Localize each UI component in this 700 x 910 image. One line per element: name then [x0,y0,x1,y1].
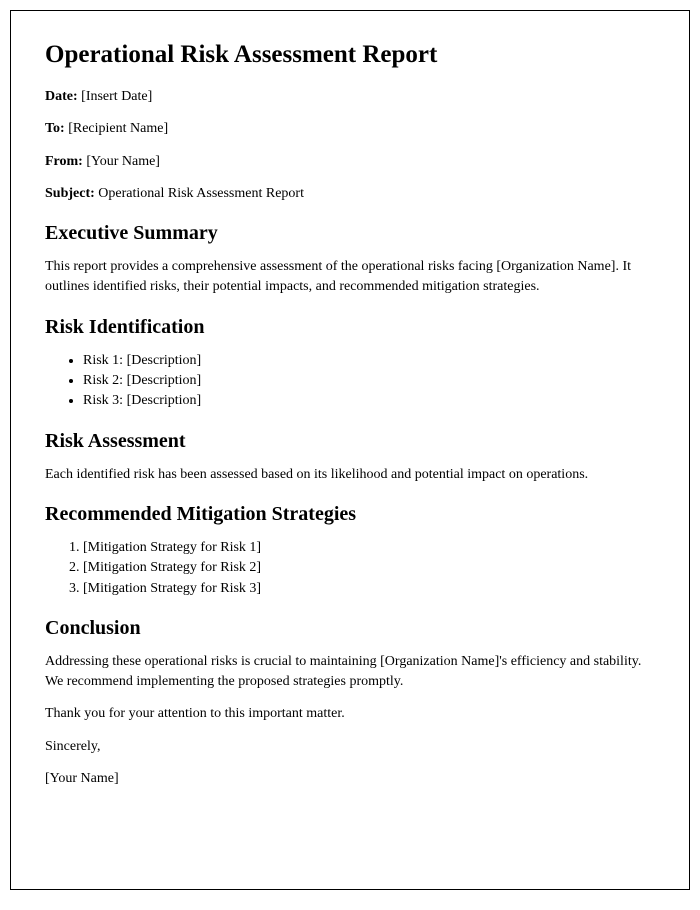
meta-date-label: Date: [45,89,78,104]
mitigation-list: [Mitigation Strategy for Risk 1] [Mitiga… [83,538,655,599]
heading-risk-identification: Risk Identification [45,316,655,339]
meta-to: To: [Recipient Name] [45,119,655,139]
meta-to-value: [Recipient Name] [65,121,168,136]
meta-subject-value: Operational Risk Assessment Report [95,186,304,201]
list-item: Risk 1: [Description] [83,351,655,371]
exec-summary-body: This report provides a comprehensive ass… [45,257,655,298]
list-item: Risk 3: [Description] [83,391,655,411]
meta-from-label: From: [45,154,83,169]
meta-subject-label: Subject: [45,186,95,201]
document-title: Operational Risk Assessment Report [45,41,655,69]
heading-mitigation: Recommended Mitigation Strategies [45,503,655,526]
list-item: [Mitigation Strategy for Risk 2] [83,558,655,578]
meta-date-value: [Insert Date] [78,89,153,104]
document-page: Operational Risk Assessment Report Date:… [10,10,690,890]
heading-conclusion: Conclusion [45,617,655,640]
risk-list: Risk 1: [Description] Risk 2: [Descripti… [83,351,655,412]
meta-date: Date: [Insert Date] [45,87,655,107]
risk-assessment-body: Each identified risk has been assessed b… [45,465,655,485]
heading-executive-summary: Executive Summary [45,222,655,245]
meta-from: From: [Your Name] [45,152,655,172]
meta-subject: Subject: Operational Risk Assessment Rep… [45,184,655,204]
heading-risk-assessment: Risk Assessment [45,430,655,453]
closing-sincerely: Sincerely, [45,737,655,757]
meta-to-label: To: [45,121,65,136]
closing-name: [Your Name] [45,769,655,789]
meta-from-value: [Your Name] [83,154,160,169]
list-item: [Mitigation Strategy for Risk 3] [83,579,655,599]
closing-thanks: Thank you for your attention to this imp… [45,704,655,724]
list-item: [Mitigation Strategy for Risk 1] [83,538,655,558]
list-item: Risk 2: [Description] [83,371,655,391]
conclusion-body: Addressing these operational risks is cr… [45,652,655,693]
